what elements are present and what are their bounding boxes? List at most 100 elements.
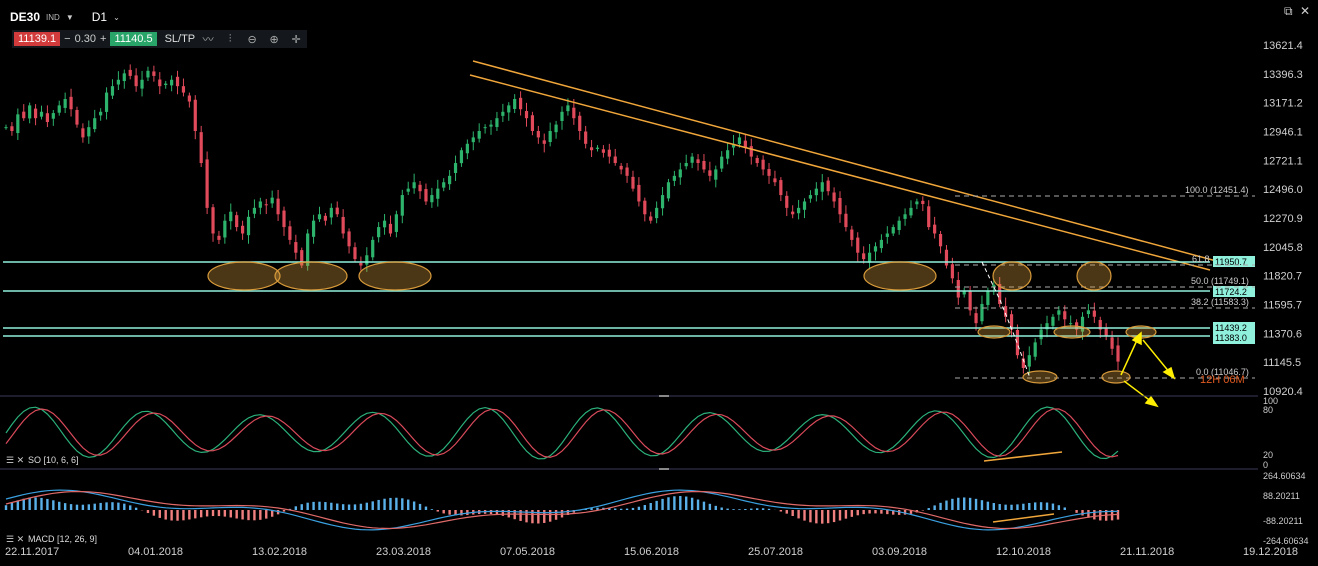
level-tag-1: 11950.7 [1213,256,1255,267]
stoch-divergence-line[interactable] [983,451,1063,462]
macd-histogram-bar [448,510,451,515]
macd-menu-icon[interactable]: ☰ ✕ [6,534,24,544]
candle [601,145,606,158]
increase-volume-button[interactable]: + [100,33,107,45]
timeframe-dropdown-icon[interactable]: ⌄ [113,12,120,22]
candles-icon[interactable]: ⫶ [228,32,232,45]
macd-histogram-bar [93,503,96,510]
support-ellipses[interactable] [207,261,1157,384]
projection-line[interactable] [981,261,1031,379]
candle [814,182,818,202]
candle [187,92,191,108]
candle [761,155,765,176]
candle [897,216,901,235]
macd-histogram-bar [22,498,25,510]
macd-histogram-bar [442,510,445,514]
price-tick-label: 13396.3 [1263,69,1303,81]
macd-histogram-bar [123,503,126,510]
macd-histogram-bar [963,497,966,510]
macd-histogram-bar [531,510,534,524]
fib-label-0: 0.0 (11046.7) [1196,367,1249,377]
fibonacci-retracement[interactable]: 100.0 (12451.4) 61.8 50.0 (11749.1) 38.2… [955,185,1255,379]
zoom-out-icon[interactable]: ⊖ [247,33,257,46]
macd-histogram-bar [365,502,369,510]
pane-resize-handle-1[interactable] [659,395,669,397]
line-chart-icon[interactable]: 〰 [202,34,214,46]
candle [560,106,564,130]
price-tick-label: 13171.2 [1263,98,1303,110]
price-tick-label: 12045.8 [1263,242,1303,254]
macd-histogram-bar [708,503,712,510]
sell-price-button[interactable]: 11139.1 [14,32,61,46]
candle [536,125,540,144]
crosshair-icon[interactable]: ✛ [291,33,301,46]
macd-histogram-bar [945,500,948,510]
volume-input[interactable]: 0.30 [74,33,96,45]
pane-resize-handle-2[interactable] [659,468,669,470]
macd-histogram-bar [625,508,629,510]
macd-histogram-bar [377,499,380,510]
ellipse-11 [1101,370,1131,384]
symbol-name[interactable]: DE30 [10,10,41,24]
decrease-volume-button[interactable]: − [64,33,71,45]
macd-histogram-bar [395,497,398,510]
close-window-icon[interactable]: ✕ [1300,4,1311,18]
macd-histogram-bar [548,510,552,522]
candle [39,105,44,120]
candle [353,242,357,263]
candle [589,139,594,158]
buy-price-button[interactable]: 11140.5 [110,32,157,46]
trendline-upper[interactable] [472,60,1221,263]
price-axis[interactable]: 13621.4 13396.3 13171.2 12946.1 12721.1 12496… [1263,40,1303,398]
macd-histogram-bar [359,503,363,510]
macd-histogram-bar [1075,510,1078,513]
stoch-k-line [5,406,1119,460]
macd-histogram-bar [407,499,410,510]
candle [16,108,20,140]
candle [933,216,937,239]
candle [915,198,919,210]
macd-histogram-bar [767,508,771,510]
symbol-dropdown-icon[interactable]: ▼ [65,12,74,22]
candle [258,197,262,215]
candle [235,211,239,232]
macd-histogram-bar [679,496,682,510]
date-tick-label: 19.12.2018 [1243,546,1298,558]
macd-histogram-bar [294,506,298,510]
candle [530,111,535,136]
macd-histogram-bar [957,497,960,510]
candle [660,186,665,216]
timeframe-select[interactable]: D1 [91,10,108,24]
candle [785,191,789,217]
candle [382,214,387,235]
time-axis[interactable]: 22.11.2017 04.01.2018 13.02.2018 23.03.2018… [5,546,1298,558]
candle [240,220,245,240]
scenario-arrows[interactable] [1120,331,1176,408]
candle [223,214,227,244]
candle [643,197,647,222]
macd-histogram-bar [383,498,386,510]
macd-histogram-bar [10,502,14,510]
macd-histogram-bar [886,510,889,515]
restore-window-icon[interactable]: ⧉ [1284,4,1293,18]
candle [294,234,298,260]
sltp-button[interactable]: SL/TP [164,33,196,45]
ellipse-6 [1076,261,1112,291]
trendline-lower[interactable] [469,74,1211,271]
date-tick-label: 03.09.2018 [872,546,927,558]
candle [377,222,381,243]
candle [1110,330,1114,356]
macd-histogram-bar [1033,502,1037,510]
macd-histogram-bar [217,510,221,517]
candle [767,163,771,184]
stoch-menu-icon[interactable]: ☰ ✕ [6,455,24,465]
candle [489,119,493,135]
macd-histogram-bar [815,510,818,524]
candle [838,191,842,223]
zoom-in-icon[interactable]: ⊕ [269,33,279,46]
macd-histogram-bar [241,510,244,520]
macd-divergence-line[interactable] [992,513,1055,523]
candle [483,124,487,134]
candle [175,70,180,95]
